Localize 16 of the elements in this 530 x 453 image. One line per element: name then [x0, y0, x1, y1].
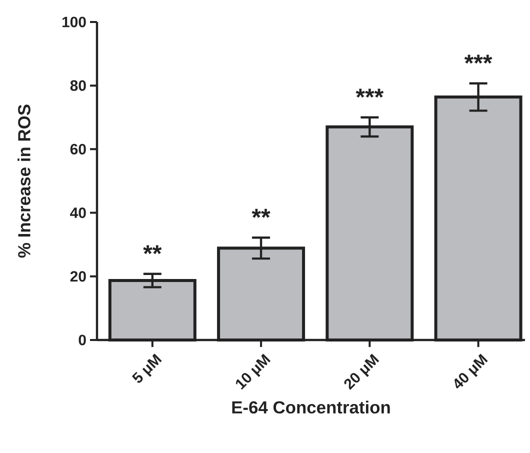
x-tick-label: 20 μM	[344, 354, 380, 390]
y-tick-label: 100	[62, 16, 86, 28]
x-tick-label: 10 μM	[236, 354, 271, 390]
x-tick-label: 5 μM	[132, 354, 162, 383]
x-tick-label: 40 μM	[454, 354, 488, 389]
annotation: **	[252, 208, 270, 218]
annotation: ***	[356, 88, 384, 98]
y-tick-label: 40	[70, 207, 86, 218]
annotation: **	[143, 245, 162, 254]
y-tick-label: 20	[70, 271, 86, 282]
y-axis-title: % Increase in ROS	[18, 104, 30, 258]
x-axis-title: E-64 Concentration	[232, 400, 390, 414]
y-tick-label: 60	[70, 144, 86, 154]
y-tick-label: 80	[70, 80, 86, 91]
annotation: ***	[464, 54, 492, 64]
y-tick-label: 0	[78, 334, 86, 346]
